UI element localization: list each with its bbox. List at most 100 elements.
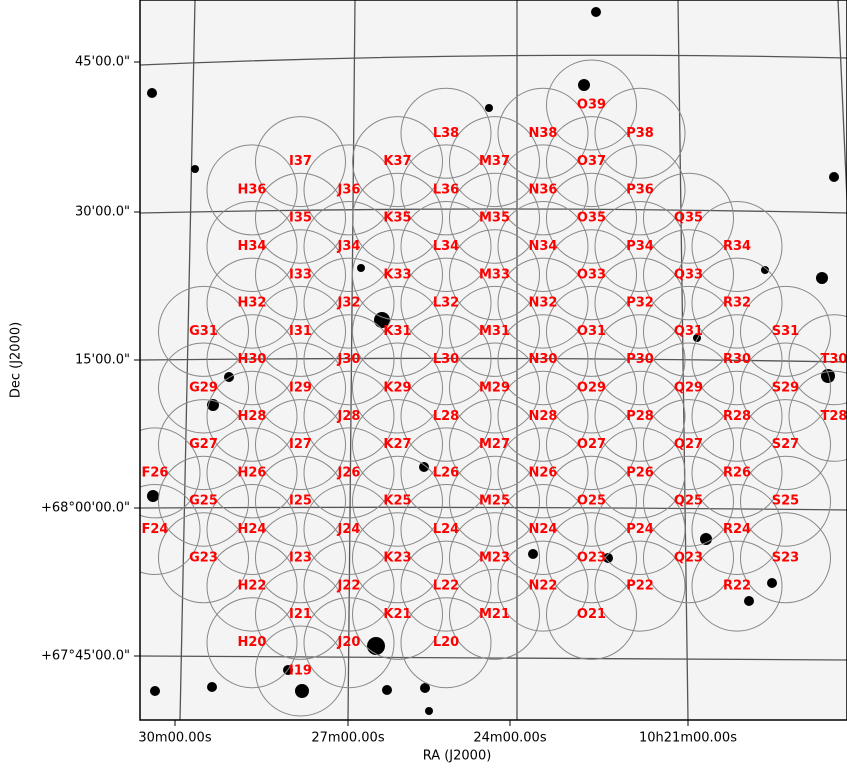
field-label: R30 <box>723 352 751 367</box>
field-label: K25 <box>383 494 411 509</box>
field-label: N22 <box>529 579 558 594</box>
field-label: R32 <box>723 296 751 311</box>
y-tick-label: 15'00.0" <box>75 353 130 368</box>
field-label: Q25 <box>674 494 703 509</box>
field-label: M27 <box>479 437 510 452</box>
field-label: H32 <box>238 296 267 311</box>
field-label: P38 <box>626 126 654 141</box>
field-label: H20 <box>238 635 267 650</box>
field-label: I33 <box>289 267 312 282</box>
field-label: I19 <box>289 664 312 679</box>
field-label: G29 <box>189 381 218 396</box>
field-label: N26 <box>529 465 558 480</box>
field-label: I21 <box>289 607 312 622</box>
field-label: O39 <box>577 98 606 113</box>
field-label: J24 <box>337 522 361 537</box>
field-label: H30 <box>238 352 267 367</box>
field-label: M33 <box>479 267 510 282</box>
field-label: Q23 <box>674 550 703 565</box>
field-label: H34 <box>238 239 267 254</box>
field-label: L32 <box>433 296 459 311</box>
field-label: N38 <box>529 126 558 141</box>
field-label: O27 <box>577 437 606 452</box>
y-axis-label: Dec (J2000) <box>9 322 24 398</box>
field-label: I35 <box>289 211 312 226</box>
field-label: K29 <box>383 381 411 396</box>
field-label: I25 <box>289 494 312 509</box>
field-label: H26 <box>238 465 267 480</box>
field-label: T28 <box>821 409 847 424</box>
field-label: J30 <box>337 352 361 367</box>
field-label: H24 <box>238 522 267 537</box>
field-label: G31 <box>189 324 218 339</box>
field-label: Q33 <box>674 267 703 282</box>
field-label: R22 <box>723 579 751 594</box>
field-label: K31 <box>383 324 411 339</box>
field-label: F24 <box>142 522 169 537</box>
field-label: G25 <box>189 494 218 509</box>
field-label: L28 <box>433 409 459 424</box>
field-label: M35 <box>479 211 510 226</box>
field-label: M29 <box>479 381 510 396</box>
field-label: L24 <box>433 522 459 537</box>
field-label: K35 <box>383 211 411 226</box>
field-label: Q29 <box>674 381 703 396</box>
field-label: J20 <box>337 635 361 650</box>
field-label: L22 <box>433 579 459 594</box>
field-label: L36 <box>433 182 459 197</box>
field-label: L20 <box>433 635 459 650</box>
field-label: N24 <box>529 522 558 537</box>
field-label: O21 <box>577 607 606 622</box>
field-label: Q31 <box>674 324 703 339</box>
x-tick-label: 10h21m00.00s <box>639 731 737 746</box>
x-tick-label: 27m00.00s <box>311 731 384 746</box>
y-tick-label: 30'00.0" <box>75 205 130 220</box>
field-label: G27 <box>189 437 218 452</box>
field-label: M31 <box>479 324 510 339</box>
field-label: S23 <box>772 550 799 565</box>
field-label: K21 <box>383 607 411 622</box>
field-label: L26 <box>433 465 459 480</box>
field-label: O25 <box>577 494 606 509</box>
field-label: R26 <box>723 465 751 480</box>
x-tick-label: 24m00.00s <box>473 731 546 746</box>
field-label: N30 <box>529 352 558 367</box>
field-label: Q35 <box>674 211 703 226</box>
field-label: J22 <box>337 579 361 594</box>
field-label: O35 <box>577 211 606 226</box>
field-label: P36 <box>626 182 654 197</box>
field-label: Q27 <box>674 437 703 452</box>
field-label: O37 <box>577 154 606 169</box>
field-label: I29 <box>289 381 312 396</box>
field-label: K27 <box>383 437 411 452</box>
field-label: M25 <box>479 494 510 509</box>
field-label: N28 <box>529 409 558 424</box>
sky-map: O39L38N38P38I37K37M37O37H36J36L36N36P36I… <box>0 0 847 768</box>
field-label: S31 <box>772 324 799 339</box>
field-label: N32 <box>529 296 558 311</box>
field-label: R24 <box>723 522 751 537</box>
field-label: S25 <box>772 494 799 509</box>
field-label: O29 <box>577 381 606 396</box>
field-label: L30 <box>433 352 459 367</box>
field-label: P28 <box>626 409 654 424</box>
field-label: J36 <box>337 182 361 197</box>
field-label: J26 <box>337 465 361 480</box>
y-tick-label: +67°45'00.0" <box>41 649 130 664</box>
field-label: I31 <box>289 324 312 339</box>
field-label: K23 <box>383 550 411 565</box>
field-label: O33 <box>577 267 606 282</box>
field-label: G23 <box>189 550 218 565</box>
field-label: H22 <box>238 579 267 594</box>
field-label: R28 <box>723 409 751 424</box>
field-label: I37 <box>289 154 312 169</box>
field-label: P22 <box>626 579 654 594</box>
field-label: L34 <box>433 239 459 254</box>
field-label: J34 <box>337 239 361 254</box>
field-label: P30 <box>626 352 654 367</box>
field-label: N36 <box>529 182 558 197</box>
field-label: P24 <box>626 522 654 537</box>
field-label: J32 <box>337 296 361 311</box>
field-label: R34 <box>723 239 751 254</box>
field-label: H36 <box>238 182 267 197</box>
